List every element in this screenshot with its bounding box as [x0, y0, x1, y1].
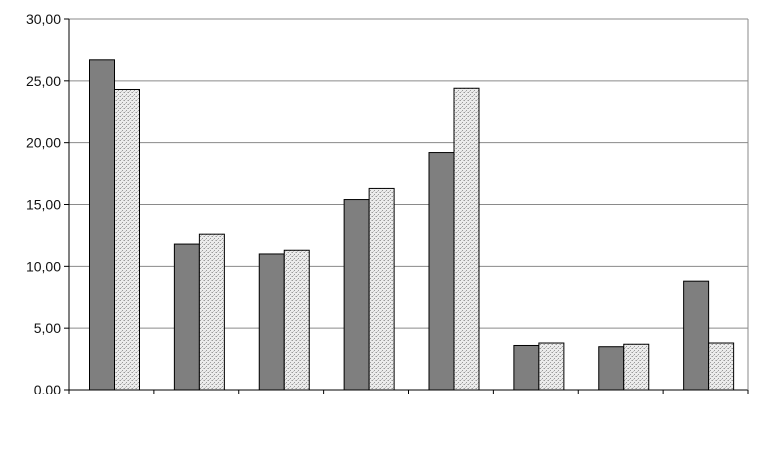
- bar-milkyi-bezpolytsevyi: [368, 187, 395, 391]
- bar-milkyi-bezpolytsevyi: [708, 342, 735, 391]
- bar-milkyi-bezpolytsevyi: [283, 249, 310, 391]
- bar-polytsevyi: [173, 243, 200, 391]
- y-tick-label: 15,00: [26, 197, 61, 213]
- y-tick-label: 20,00: [26, 135, 61, 151]
- bar-polytsevyi: [598, 346, 625, 391]
- y-tick-label: 10,00: [26, 258, 61, 274]
- bar-polytsevyi: [683, 280, 710, 391]
- bar-milkyi-bezpolytsevyi: [453, 87, 480, 391]
- axes: [64, 18, 749, 395]
- y-tick-label: 25,00: [26, 73, 61, 89]
- bar-polytsevyi: [343, 199, 370, 391]
- y-tick-labels: 0,00 5,00 10,00 15,00 20,00 25,00 30,00: [26, 11, 61, 398]
- bar-milkyi-bezpolytsevyi: [623, 343, 650, 391]
- bar-milkyi-bezpolytsevyi: [198, 233, 225, 391]
- bars: [89, 59, 735, 391]
- y-tick-label: 0,00: [34, 382, 61, 394]
- bar-milkyi-bezpolytsevyi: [114, 88, 140, 391]
- y-tick-label: 5,00: [34, 320, 61, 336]
- bar-polytsevyi: [428, 152, 455, 391]
- bar-polytsevyi: [258, 253, 285, 391]
- y-tick-label: 30,00: [26, 11, 61, 27]
- bar-milkyi-bezpolytsevyi: [538, 342, 565, 391]
- bar-polytsevyi: [513, 344, 540, 391]
- gridlines: [69, 18, 748, 329]
- bar-polytsevyi: [89, 59, 115, 391]
